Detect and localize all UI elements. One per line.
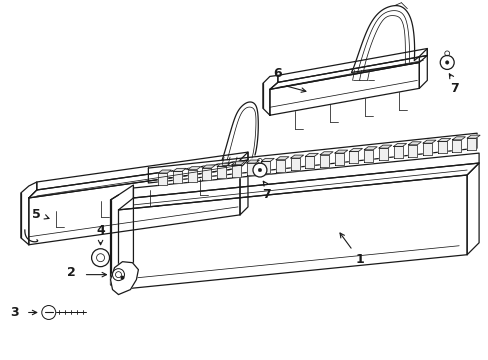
Circle shape bbox=[252, 163, 266, 177]
Polygon shape bbox=[349, 152, 358, 163]
Polygon shape bbox=[466, 138, 475, 150]
Text: 5: 5 bbox=[32, 208, 41, 221]
Polygon shape bbox=[173, 168, 185, 171]
Polygon shape bbox=[29, 168, 240, 245]
Polygon shape bbox=[275, 160, 285, 172]
Polygon shape bbox=[349, 148, 362, 152]
Polygon shape bbox=[246, 163, 255, 175]
Polygon shape bbox=[407, 142, 420, 145]
Polygon shape bbox=[21, 182, 37, 245]
Polygon shape bbox=[419, 49, 427, 88]
Polygon shape bbox=[173, 171, 182, 183]
Polygon shape bbox=[37, 152, 247, 190]
Polygon shape bbox=[275, 157, 288, 160]
Polygon shape bbox=[305, 157, 314, 168]
Polygon shape bbox=[263, 75, 277, 115]
Circle shape bbox=[41, 306, 56, 319]
Polygon shape bbox=[217, 163, 230, 166]
Polygon shape bbox=[202, 168, 211, 180]
Circle shape bbox=[120, 276, 124, 280]
Polygon shape bbox=[269, 55, 427, 89]
Text: 3: 3 bbox=[10, 306, 19, 319]
Polygon shape bbox=[261, 161, 270, 174]
Polygon shape bbox=[110, 185, 133, 289]
Polygon shape bbox=[110, 262, 138, 294]
Circle shape bbox=[91, 249, 109, 267]
Text: 2: 2 bbox=[67, 266, 76, 279]
Polygon shape bbox=[202, 165, 215, 168]
Polygon shape bbox=[29, 160, 247, 198]
Polygon shape bbox=[320, 152, 332, 155]
Polygon shape bbox=[290, 155, 303, 158]
Polygon shape bbox=[320, 155, 328, 167]
Circle shape bbox=[112, 269, 124, 280]
Polygon shape bbox=[187, 167, 200, 170]
Polygon shape bbox=[148, 133, 476, 183]
Polygon shape bbox=[240, 152, 247, 215]
Circle shape bbox=[258, 168, 261, 172]
Text: 4: 4 bbox=[96, 224, 105, 237]
Polygon shape bbox=[118, 163, 478, 210]
Polygon shape bbox=[158, 170, 171, 173]
Polygon shape bbox=[364, 150, 372, 162]
Polygon shape bbox=[305, 153, 318, 157]
Polygon shape bbox=[407, 145, 416, 157]
Polygon shape bbox=[364, 147, 376, 150]
Polygon shape bbox=[378, 145, 391, 148]
Polygon shape bbox=[378, 148, 387, 160]
Polygon shape bbox=[466, 135, 479, 138]
Polygon shape bbox=[466, 163, 478, 255]
Polygon shape bbox=[118, 175, 466, 289]
Text: 1: 1 bbox=[339, 233, 363, 266]
Polygon shape bbox=[231, 162, 244, 165]
Text: 7: 7 bbox=[449, 82, 458, 95]
Text: 7: 7 bbox=[262, 188, 271, 201]
Polygon shape bbox=[217, 166, 225, 178]
Polygon shape bbox=[393, 147, 402, 158]
Polygon shape bbox=[158, 173, 167, 185]
Polygon shape bbox=[290, 158, 299, 170]
Circle shape bbox=[439, 55, 453, 69]
Polygon shape bbox=[187, 170, 196, 182]
Polygon shape bbox=[334, 150, 347, 153]
Polygon shape bbox=[437, 141, 446, 153]
Circle shape bbox=[445, 61, 448, 64]
Polygon shape bbox=[261, 158, 274, 161]
Text: 6: 6 bbox=[273, 67, 282, 80]
Polygon shape bbox=[422, 140, 435, 143]
Polygon shape bbox=[246, 160, 259, 163]
Polygon shape bbox=[231, 165, 240, 177]
Polygon shape bbox=[277, 49, 427, 82]
Polygon shape bbox=[437, 139, 450, 141]
Polygon shape bbox=[451, 140, 461, 152]
Polygon shape bbox=[422, 143, 431, 155]
Polygon shape bbox=[393, 144, 406, 147]
Polygon shape bbox=[269, 62, 419, 115]
Polygon shape bbox=[133, 153, 478, 198]
Polygon shape bbox=[451, 137, 465, 140]
Polygon shape bbox=[334, 153, 343, 165]
